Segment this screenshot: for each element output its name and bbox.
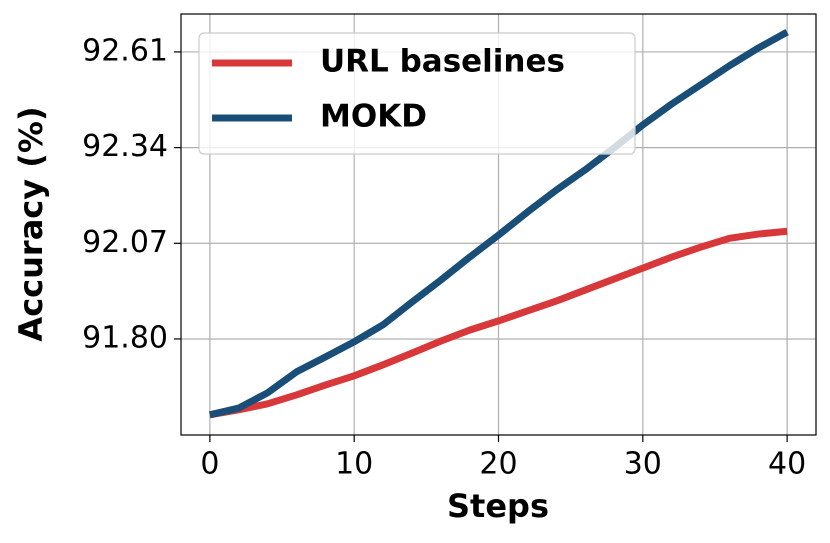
y-tick-label: 92.07 xyxy=(82,225,168,260)
data-line xyxy=(209,29,789,419)
x-tick-label: 0 xyxy=(200,447,219,482)
legend-label: URL baselines xyxy=(320,44,565,80)
y-axis-label: Accuracy (%) xyxy=(12,106,50,341)
data-line xyxy=(209,227,788,419)
y-tick-label: 92.34 xyxy=(82,129,168,164)
x-tick-label: 10 xyxy=(335,447,373,482)
x-axis-label: Steps xyxy=(447,487,549,525)
x-tick-label: 30 xyxy=(624,447,662,482)
legend-box xyxy=(198,32,636,155)
x-tick-label: 40 xyxy=(768,447,806,482)
legend-label: MOKD xyxy=(320,99,427,135)
y-tick-label: 92.61 xyxy=(82,33,168,68)
y-tick-label: 91.80 xyxy=(82,320,168,355)
x-tick-label: 20 xyxy=(479,447,517,482)
